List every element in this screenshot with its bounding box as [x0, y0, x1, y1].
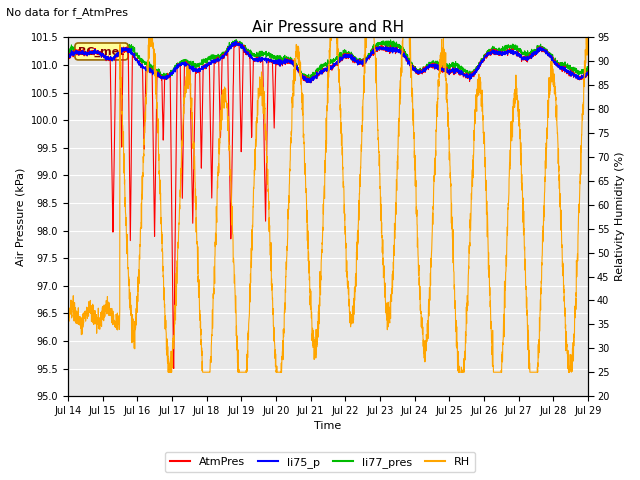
Y-axis label: Relativity Humidity (%): Relativity Humidity (%) — [615, 152, 625, 281]
X-axis label: Time: Time — [314, 421, 342, 432]
Title: Air Pressure and RH: Air Pressure and RH — [252, 20, 404, 35]
Y-axis label: Air Pressure (kPa): Air Pressure (kPa) — [15, 168, 25, 266]
Text: No data for f_AtmPres: No data for f_AtmPres — [6, 7, 129, 18]
Legend: AtmPres, li75_p, li77_pres, RH: AtmPres, li75_p, li77_pres, RH — [165, 452, 475, 472]
Text: BC_met: BC_met — [78, 47, 125, 57]
